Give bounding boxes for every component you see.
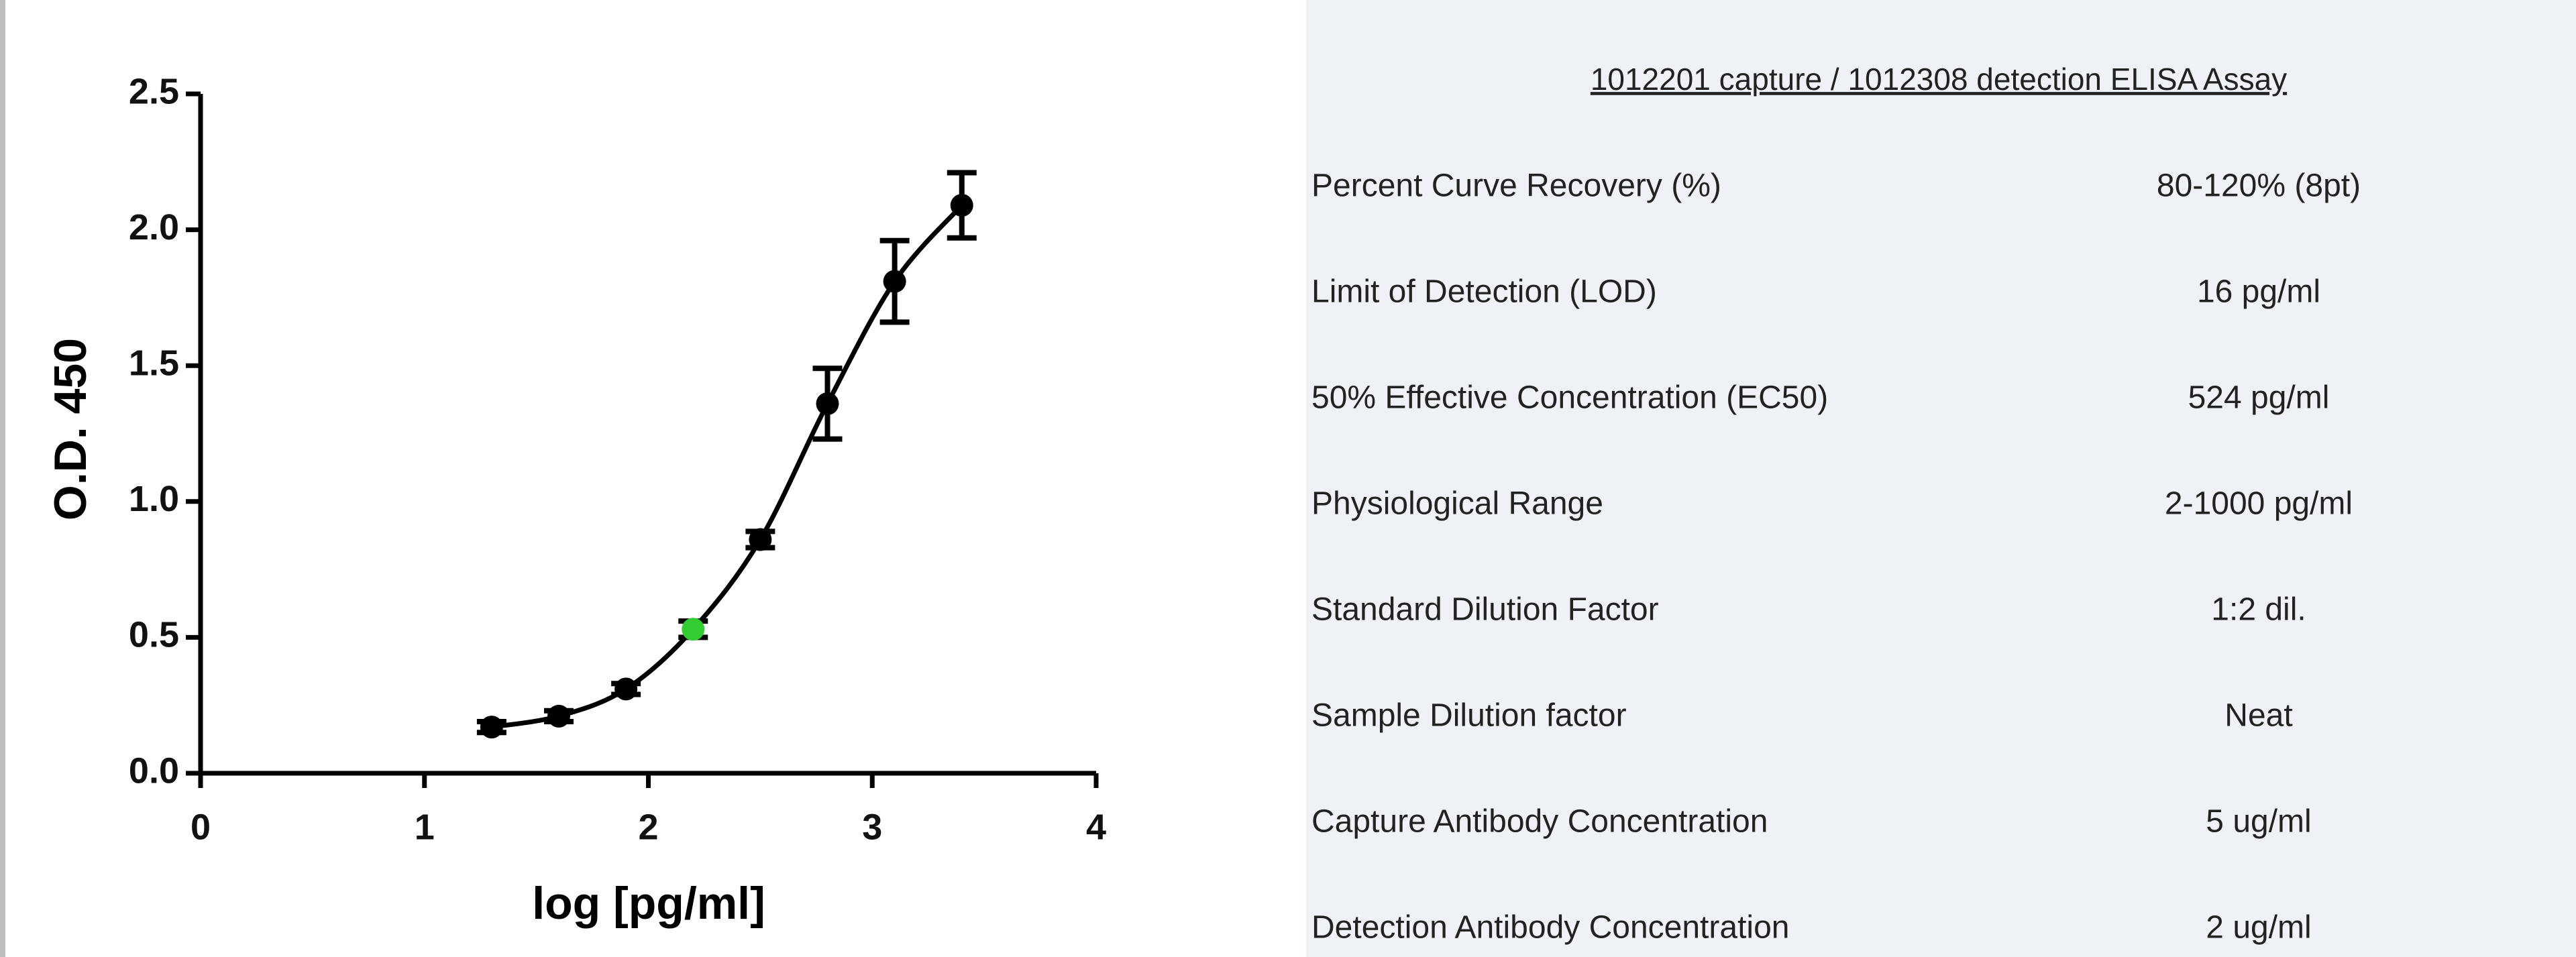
row-value: 1:2 dil.	[2211, 592, 2306, 628]
y-axis-title: O.D. 450	[45, 338, 96, 520]
data-point	[480, 716, 503, 739]
row-value: 80-120% (8pt)	[2157, 168, 2361, 204]
row-label: Standard Dilution Factor	[1311, 592, 1659, 628]
data-point	[614, 677, 638, 701]
data-point	[749, 528, 772, 551]
data-point	[547, 704, 570, 728]
row-label: Limit of Detection (LOD)	[1311, 274, 1657, 310]
row-label: Percent Curve Recovery (%)	[1311, 168, 1721, 204]
y-tick-label: 2.5	[129, 71, 179, 111]
row-label: Physiological Range	[1311, 486, 1603, 522]
y-tick-label: 2.0	[129, 207, 179, 247]
data-point	[682, 618, 705, 641]
row-value: 5 ug/ml	[2206, 804, 2311, 840]
y-tick-label: 0.5	[129, 615, 179, 655]
data-point	[950, 194, 973, 217]
row-label: Sample Dilution factor	[1311, 698, 1627, 734]
x-tick-label: 3	[862, 807, 882, 847]
x-tick-label: 0	[191, 807, 211, 847]
row-label: 50% Effective Concentration (EC50)	[1311, 380, 1828, 416]
y-tick-label: 1.5	[129, 343, 179, 383]
table-title: 1012201 capture / 1012308 detection ELIS…	[1591, 62, 2287, 97]
y-tick-label: 0.0	[129, 750, 179, 791]
x-tick-label: 4	[1086, 807, 1106, 847]
x-tick-label: 2	[638, 807, 658, 847]
row-value: 16 pg/ml	[2197, 274, 2320, 310]
left-border	[0, 0, 5, 957]
row-value: 524 pg/ml	[2188, 380, 2330, 416]
x-tick-label: 1	[415, 807, 435, 847]
row-value: Neat	[2224, 698, 2292, 734]
x-axis-title: log [pg/ml]	[532, 878, 765, 929]
fit-curve	[491, 203, 964, 730]
row-label: Capture Antibody Concentration	[1311, 804, 1768, 840]
row-value: 2-1000 pg/ml	[2165, 486, 2353, 522]
data-point	[883, 270, 906, 293]
y-tick-label: 1.0	[129, 479, 179, 519]
data-point	[816, 392, 839, 415]
row-value: 2 ug/ml	[2206, 910, 2311, 946]
table-panel	[1306, 0, 2576, 957]
row-label: Detection Antibody Concentration	[1311, 910, 1789, 946]
